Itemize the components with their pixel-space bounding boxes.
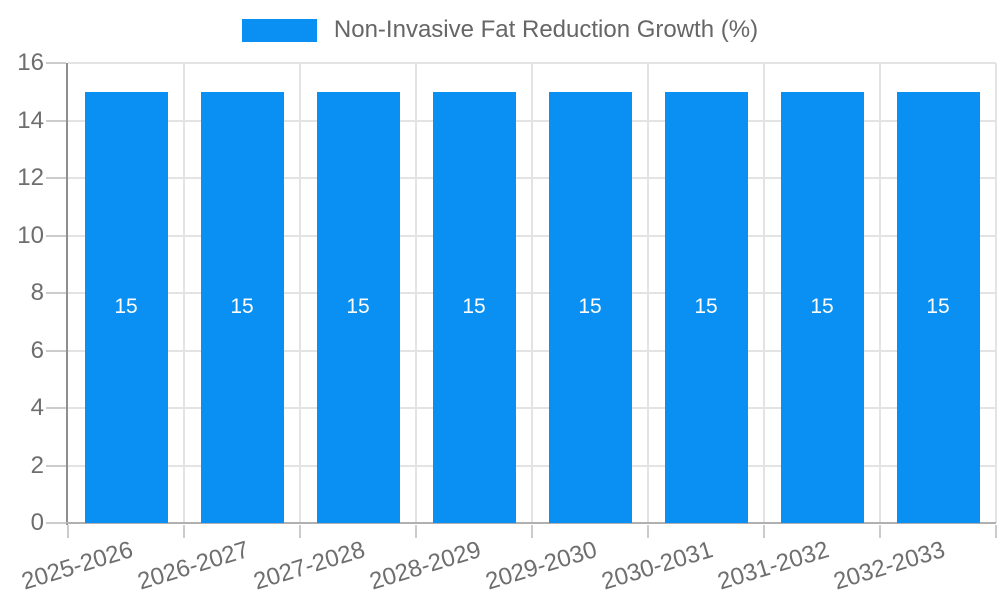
x-axis-tick-label: 2026-2027: [134, 536, 253, 596]
bar-2026-2027[interactable]: [200, 91, 284, 523]
gridline-vertical: [415, 63, 417, 523]
x-axis-tickmark: [299, 525, 301, 538]
gridline-vertical: [879, 63, 881, 523]
gridline-vertical: [647, 63, 649, 523]
x-axis-tickmark: [531, 525, 533, 538]
y-axis-tickmark: [46, 234, 66, 237]
y-axis-tick-label: 8: [30, 279, 44, 306]
y-axis-tick-label: 2: [30, 451, 44, 479]
y-axis-tick-label: 14: [17, 106, 44, 134]
bar-2028-2029[interactable]: [432, 91, 516, 523]
x-axis-tick-label: 2032-2033: [830, 536, 949, 596]
bar-2032-2033[interactable]: [896, 91, 980, 523]
y-axis-tickmark: [46, 177, 66, 179]
x-axis-tickmark: [763, 525, 765, 538]
gridline-vertical: [995, 63, 997, 523]
bar-2030-2031[interactable]: [664, 91, 748, 523]
y-axis-tickmark: [46, 464, 66, 467]
y-axis-tickmark: [46, 119, 66, 122]
x-axis-tick-label: 2025-2026: [18, 536, 137, 596]
bar-2031-2032[interactable]: [780, 91, 864, 523]
legend-color-swatch: [241, 18, 317, 42]
y-axis-tickmark: [46, 349, 66, 352]
x-axis-tick-label: 2031-2032: [714, 536, 833, 596]
x-axis-tick-label: 2030-2031: [598, 536, 717, 596]
bar-2025-2026[interactable]: [84, 91, 168, 523]
bar-2027-2028[interactable]: [316, 91, 400, 523]
x-axis-tickmark: [67, 525, 69, 538]
x-axis-tick-label: 2028-2029: [366, 536, 485, 596]
y-axis-tickmark: [46, 522, 66, 524]
legend-label: Non-Invasive Fat Reduction Growth (%): [333, 16, 759, 43]
y-axis-tick-label: 4: [30, 394, 44, 421]
x-axis-tickmark: [995, 525, 997, 538]
y-axis-tick-label: 0: [30, 509, 44, 536]
bar-2029-2030[interactable]: [548, 91, 632, 523]
x-axis-tickmark: [879, 525, 881, 538]
x-axis-tick-label: 2027-2028: [250, 536, 369, 596]
x-axis-tickmark: [183, 525, 185, 538]
chart-legend: Non-Invasive Fat Reduction Growth (%): [0, 16, 1000, 44]
gridline-vertical: [183, 63, 185, 523]
y-axis-tick-label: 10: [17, 221, 44, 249]
x-axis-line: [66, 522, 996, 524]
y-axis-tick-label: 6: [30, 336, 44, 364]
y-axis-tickmark: [46, 407, 66, 409]
y-axis-tickmark: [46, 292, 66, 294]
legend-item[interactable]: Non-Invasive Fat Reduction Growth (%): [241, 16, 759, 44]
y-axis-tickmark: [46, 62, 66, 64]
y-axis-line: [66, 63, 68, 525]
gridline-vertical: [299, 63, 301, 523]
gridline-vertical: [531, 63, 533, 523]
gridline-vertical: [763, 63, 765, 523]
y-axis-tick-label: 12: [17, 164, 44, 191]
x-axis-tickmark: [647, 525, 649, 538]
y-axis-tick-label: 16: [17, 49, 44, 76]
x-axis-tick-label: 2029-2030: [482, 536, 601, 596]
x-axis-tickmark: [415, 525, 417, 538]
